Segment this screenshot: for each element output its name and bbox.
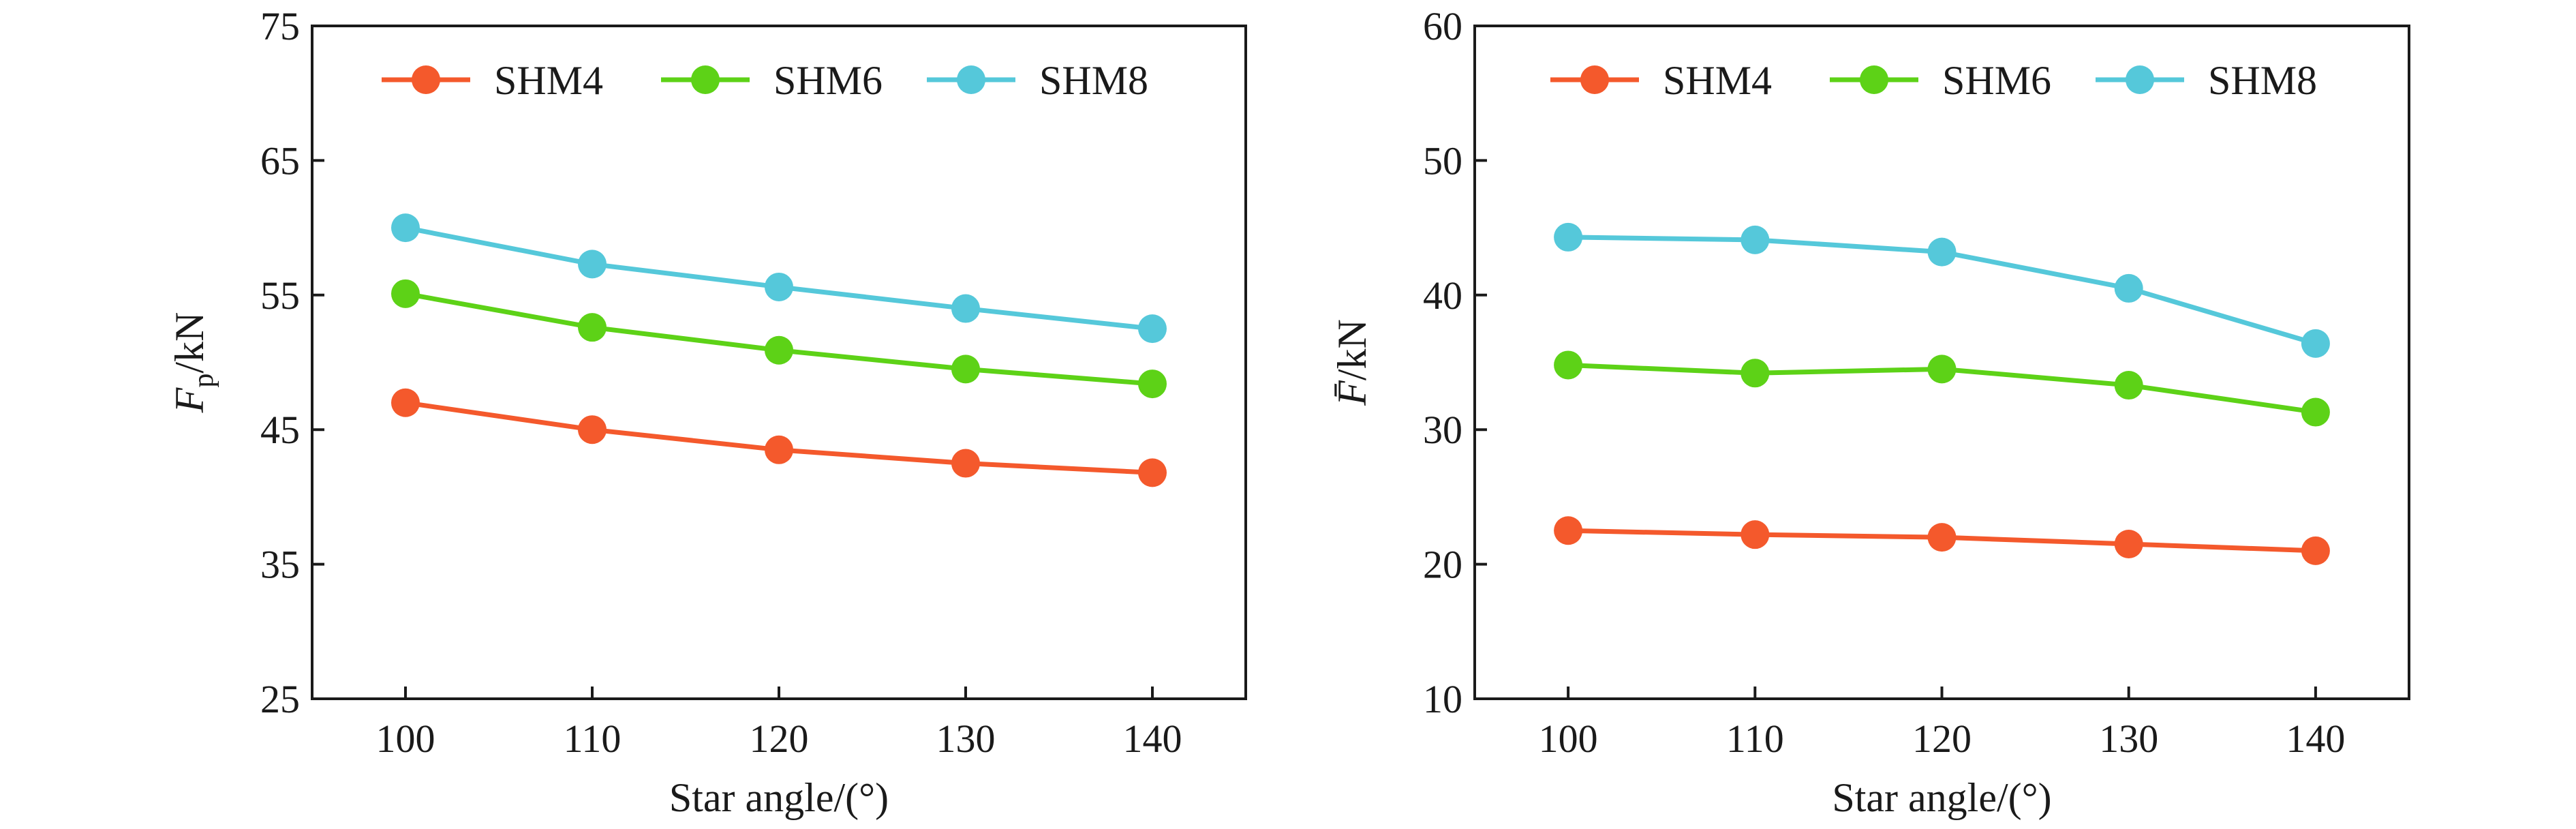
y-tick-label: 35 (260, 543, 300, 587)
data-point (1741, 520, 1770, 549)
legend-label: SHM8 (1039, 58, 1148, 103)
series-shm4 (391, 388, 1167, 487)
x-tick-label: 120 (750, 717, 809, 761)
data-point (578, 313, 607, 342)
x-tick-label: 130 (2099, 717, 2158, 761)
legend-marker (957, 65, 985, 94)
data-point (391, 388, 420, 417)
data-point (2301, 536, 2330, 565)
legend-label: SHM6 (1942, 58, 2051, 103)
data-point (1554, 350, 1583, 380)
y-tick-label: 45 (260, 408, 300, 452)
x-tick-label: 130 (936, 717, 996, 761)
data-point (1741, 225, 1770, 254)
data-point (2114, 529, 2143, 558)
data-point (1927, 355, 1957, 384)
data-point (951, 449, 980, 478)
y-tick-label: 65 (260, 138, 300, 183)
legend-item-shm8: SHM8 (927, 58, 1148, 103)
y-axis-subscript: p (188, 374, 219, 388)
y-tick-label: 30 (1423, 408, 1462, 452)
x-tick-label: 140 (1123, 717, 1182, 761)
legend-marker (691, 65, 720, 94)
x-axis-label: Star angle/(°) (1832, 775, 2051, 820)
data-point (2114, 371, 2143, 400)
data-point (391, 279, 420, 308)
data-point (765, 335, 793, 365)
x-tick-label: 110 (1726, 717, 1784, 761)
legend-label: SHM6 (773, 58, 883, 103)
series-shm4 (1554, 516, 2330, 565)
legend-item-shm8: SHM8 (2096, 58, 2317, 103)
x-tick-label: 110 (564, 717, 622, 761)
series-shm6 (391, 279, 1167, 399)
data-point (1138, 370, 1167, 399)
data-point (1554, 516, 1583, 545)
legend-item-shm6: SHM6 (1830, 58, 2051, 103)
data-point (1927, 523, 1957, 552)
data-point (2301, 397, 2330, 427)
legend-marker (1580, 65, 1609, 94)
data-point (391, 213, 420, 243)
data-point (1927, 237, 1957, 267)
y-axis-label: F̄/kN (1330, 319, 1375, 406)
y-tick-label: 10 (1423, 677, 1462, 721)
x-tick-label: 100 (376, 717, 435, 761)
y-axis-symbol: F (167, 387, 212, 413)
data-point (1138, 314, 1167, 344)
legend-marker (2126, 65, 2154, 94)
legend-item-shm6: SHM6 (661, 58, 883, 103)
x-tick-label: 100 (1539, 717, 1598, 761)
data-point (578, 250, 607, 279)
data-point (1554, 222, 1583, 252)
data-point (578, 415, 607, 444)
data-point (765, 272, 793, 301)
legend-label: SHM4 (1663, 58, 1772, 103)
legend-marker (1860, 65, 1888, 94)
right-chart-panel: 100 110 120 130 140 10 20 30 40 50 60 Star angle/(°… (1330, 4, 2410, 820)
data-point (1138, 458, 1167, 487)
y-tick-label: 40 (1423, 273, 1462, 318)
y-tick-label: 25 (260, 677, 300, 721)
y-axis-units: /kN (1330, 319, 1375, 380)
data-point (951, 294, 980, 323)
series-shm8 (391, 213, 1167, 344)
y-axis-label: Fp/kN (167, 312, 219, 414)
y-tick-label: 60 (1423, 4, 1462, 48)
x-tick-label: 140 (2286, 717, 2345, 761)
data-point (2114, 273, 2143, 303)
data-point (951, 355, 980, 384)
legend-label: SHM8 (2208, 58, 2317, 103)
series-shm8 (1554, 222, 2330, 358)
legend-item-shm4: SHM4 (382, 58, 603, 103)
data-point (2301, 329, 2330, 358)
y-tick-label: 50 (1423, 138, 1462, 183)
legend-label: SHM4 (494, 58, 603, 103)
y-tick-label: 20 (1423, 543, 1462, 587)
legend-marker (412, 65, 440, 94)
data-point (765, 435, 793, 464)
x-tick-label: 120 (1912, 717, 1972, 761)
left-chart-panel: 100 110 120 130 140 25 35 45 55 65 75 Star angle/(°… (167, 4, 1247, 820)
data-point (1741, 359, 1770, 388)
x-axis-label: Star angle/(°) (669, 775, 889, 820)
y-axis-units: /kN (167, 312, 212, 374)
y-tick-label: 75 (260, 4, 300, 48)
series-shm6 (1554, 350, 2330, 427)
y-tick-label: 55 (260, 273, 300, 318)
legend-item-shm4: SHM4 (1550, 58, 1772, 103)
y-axis-symbol: F̄ (1330, 380, 1375, 406)
